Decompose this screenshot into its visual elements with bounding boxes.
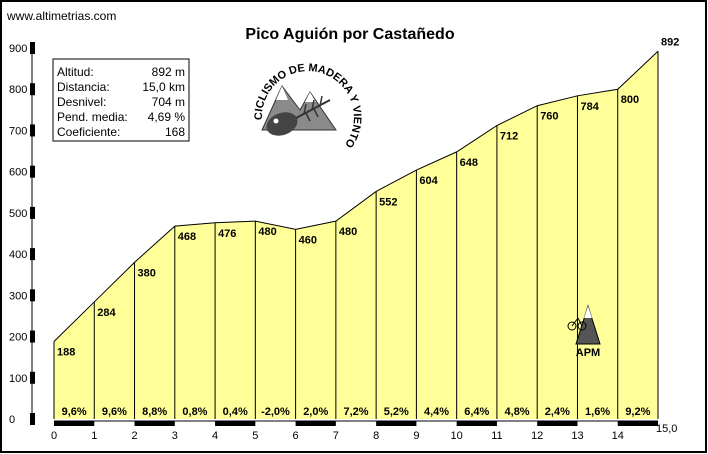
km-scale-segment <box>456 421 497 426</box>
info-avg-gradient-value: 4,69 % <box>148 110 186 124</box>
elevation-label: 480 <box>339 226 357 238</box>
y-tick-label: 700 <box>9 125 27 137</box>
x-tick-label: 1 <box>91 430 97 442</box>
gradient-label: 2,0% <box>303 406 328 418</box>
km-scale-segment <box>295 421 336 426</box>
km-scale-segment <box>54 421 95 426</box>
elevation-label: 460 <box>299 234 317 246</box>
gradient-label: 9,6% <box>102 406 127 418</box>
profile-line <box>53 50 659 342</box>
y-tick-mark <box>30 413 35 425</box>
y-tick-label: 800 <box>9 84 27 96</box>
gradient-label: 5,2% <box>384 406 409 418</box>
y-tick-mark <box>30 289 35 302</box>
info-coefficient-label: Coeficiente: <box>57 125 120 139</box>
elevation-label: 760 <box>540 111 558 123</box>
y-tick-mark <box>30 165 35 178</box>
elevation-label: 800 <box>621 94 639 106</box>
profile-fill <box>54 51 658 419</box>
x-tick-label: 4 <box>212 430 218 442</box>
y-tick-label: 500 <box>9 208 27 220</box>
profile-area: 188 284 380 468 476 480 460 480 552 604 648 712 760 7… <box>53 36 679 419</box>
gradient-label: 9,2% <box>625 406 650 418</box>
x-tick-label: 3 <box>172 430 178 442</box>
y-tick-label: 300 <box>9 290 27 302</box>
elevation-label: 284 <box>97 307 116 319</box>
gradient-label: 2,4% <box>545 406 570 418</box>
y-tick-label: 600 <box>9 167 27 179</box>
elevation-label: 648 <box>460 157 478 169</box>
gradient-label: 1,6% <box>585 406 610 418</box>
elevation-label: 188 <box>57 347 75 359</box>
elevation-label: 784 <box>580 101 599 113</box>
gradient-label: 4,8% <box>505 406 530 418</box>
km-scale-segment <box>376 421 417 426</box>
elevation-label: 604 <box>419 175 438 187</box>
gradient-label: 8,8% <box>142 406 167 418</box>
elevation-label: 712 <box>500 130 518 142</box>
elevation-label: 552 <box>379 196 397 208</box>
gradient-label: 9,6% <box>62 406 87 418</box>
elevation-label: 380 <box>138 267 156 279</box>
y-axis: 0 100 200 300 400 500 600 700 800 900 <box>9 42 35 426</box>
apm-label: APM <box>576 347 600 359</box>
info-avg-gradient-label: Pend. media: <box>57 110 128 124</box>
gradient-label: -2,0% <box>261 406 290 418</box>
elevation-label: 480 <box>258 226 276 238</box>
gradient-label: 0,8% <box>182 406 207 418</box>
x-tick-label: 10 <box>451 430 463 442</box>
y-tick-label: 900 <box>9 43 27 55</box>
chart-title: Pico Aguión por Castañedo <box>245 26 454 43</box>
km-scale-segment <box>617 421 658 426</box>
gradient-label: 7,2% <box>343 406 368 418</box>
y-tick-mark <box>30 42 35 54</box>
x-tick-label: 9 <box>413 430 419 442</box>
x-tick-label: 5 <box>252 430 258 442</box>
y-tick-mark <box>30 124 35 137</box>
x-tick-label: 11 <box>491 430 502 442</box>
x-tick-label: 6 <box>293 430 299 442</box>
info-elevation-gain-label: Desnivel: <box>57 95 106 109</box>
y-tick-label: 400 <box>9 249 27 261</box>
x-tick-label: 13 <box>571 430 583 442</box>
x-tick-label: 7 <box>333 430 339 442</box>
x-tick-label: 2 <box>131 430 137 442</box>
gradient-label: 6,4% <box>464 406 489 418</box>
elevation-label: 892 <box>661 36 679 48</box>
info-distance-value: 15,0 km <box>142 80 185 94</box>
y-tick-mark <box>30 83 35 96</box>
km-scale-segment <box>215 421 256 426</box>
gradient-label: 0,4% <box>223 406 248 418</box>
y-tick-mark <box>30 248 35 261</box>
info-elevation-gain-value: 704 m <box>152 95 185 109</box>
info-altitude-label: Altitud: <box>57 65 94 79</box>
y-tick-label: 0 <box>9 414 15 426</box>
info-box: Altitud: 892 m Distancia: 15,0 km Desniv… <box>52 58 190 142</box>
x-tick-label: 12 <box>531 430 543 442</box>
y-tick-label: 100 <box>9 373 27 385</box>
km-scale-segment <box>134 421 175 426</box>
x-end-label: 15,0 <box>656 423 677 435</box>
y-tick-mark <box>30 371 35 384</box>
x-tick-label: 14 <box>612 430 624 442</box>
elevation-label: 468 <box>178 231 196 243</box>
x-tick-label: 0 <box>51 430 57 442</box>
y-tick-mark <box>30 330 35 343</box>
y-tick-label: 200 <box>9 332 27 344</box>
gradient-label: 4,4% <box>424 406 449 418</box>
km-scale-segment <box>537 421 578 426</box>
x-tick-label: 8 <box>373 430 379 442</box>
website-label: www.altimetrias.com <box>6 9 116 23</box>
elevation-label: 476 <box>218 228 236 240</box>
y-tick-mark <box>30 206 35 219</box>
apm-badge: APM <box>567 304 601 359</box>
info-distance-label: Distancia: <box>57 80 110 94</box>
info-altitude-value: 892 m <box>152 65 185 79</box>
info-coefficient-value: 168 <box>165 125 185 139</box>
